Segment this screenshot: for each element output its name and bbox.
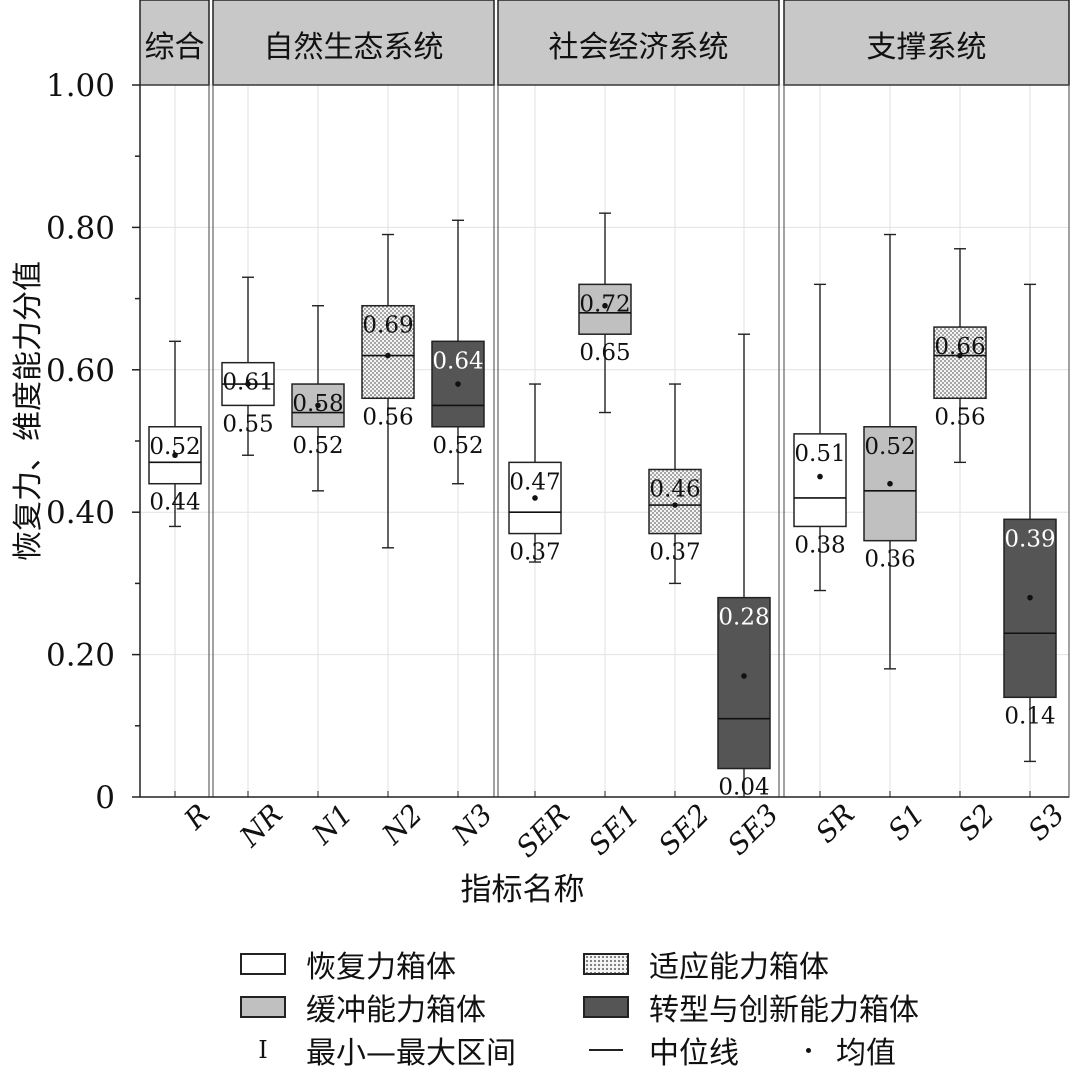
legend-swatch-buffer [240,996,286,1018]
q3-value-label: 0.39 [1004,526,1055,552]
x-tick-label: NR [233,798,289,854]
mean-dot [741,673,747,679]
mean-dot [957,352,963,359]
legend-swatch-transform [583,996,629,1018]
legend-item-median: 中位线 [583,1028,739,1072]
box-SR [793,433,847,528]
panel-title: 综合 [145,30,205,65]
legend-item-buffer: 缓冲能力箱体 [240,985,486,1029]
x-tick-label: R [177,798,216,837]
mean-dot-icon [798,1035,818,1065]
box-S2 [933,326,987,400]
y-tick-label: 0.40 [46,495,115,531]
mean-dot [245,381,251,387]
q3-value-label: 0.61 [222,370,273,396]
legend-label-adapt: 适应能力箱体 [649,950,829,985]
box-SE3 [717,596,771,770]
box-S3 [1003,518,1057,699]
x-tick-label: N3 [445,798,499,852]
y-tick-label: 0 [95,780,115,816]
x-tick-label: SE2 [652,798,716,862]
box-SE2 [648,468,702,535]
x-tick-label: S1 [881,798,930,847]
q3-value-label: 0.72 [579,291,630,317]
box-N2 [361,304,415,400]
x-tick-label: SE1 [582,798,646,862]
q3-value-label: 0.64 [432,348,483,374]
y-axis-title: 恢复力、维度能力分值 [11,261,46,561]
q3-value-label: 0.52 [864,434,915,460]
x-tick-label: S3 [1021,798,1070,847]
box-SE1 [578,283,632,335]
y-tick-label: 1.00 [46,68,115,104]
median-line-icon [583,1035,629,1065]
mean-dot [672,502,678,508]
panel-title: 自然生态系统 [264,30,444,65]
box-S1 [863,426,917,542]
boxplot-chart: 综合 自然生态系统 社会经济系统 支撑系统 0 0.20 0.40 0.60 0.80 1.00 恢… [11,0,1071,908]
legend-swatch-adapt [583,953,629,975]
mean-dot [817,473,823,480]
y-tick-label: 0.20 [46,638,115,674]
q1-value-label: 0.14 [1004,703,1055,729]
mean-dot [602,302,608,309]
legend-swatch-resilience [240,953,286,975]
q1-value-label: 0.52 [432,433,483,459]
panel-title: 社会经济系统 [549,30,729,65]
q3-value-label: 0.52 [149,434,200,460]
y-tick-label: 0.60 [46,353,115,389]
q1-value-label: 0.37 [649,540,700,566]
q3-value-label: 0.28 [718,605,769,631]
panel-strip [212,0,495,86]
q3-value-label: 0.47 [509,469,560,495]
legend-item-mean: 均值 [798,1028,896,1072]
q1-value-label: 0.65 [579,340,630,366]
q3-value-label: 0.58 [292,391,343,417]
q1-value-label: 0.56 [362,404,413,430]
legend-label-transform: 转型与创新能力箱体 [649,993,919,1028]
q1-value-label: 0.52 [292,433,343,459]
q1-value-label: 0.38 [794,532,845,558]
legend-label-buffer: 缓冲能力箱体 [306,993,486,1028]
legend-label-resilience: 恢复力箱体 [306,950,456,985]
panel-title: 支撑系统 [867,30,987,65]
mean-dot [172,452,178,459]
x-tick-label: S2 [951,798,1000,847]
mean-dot [455,381,461,387]
q1-value-label: 0.56 [934,404,985,430]
q1-value-label: 0.55 [222,411,273,437]
mean-dot [315,402,321,409]
x-tick-label: N2 [375,798,429,852]
q1-value-label: 0.44 [149,490,200,516]
q3-value-label: 0.51 [794,441,845,467]
x-tick-label: SR [809,798,861,850]
legend-label-median: 中位线 [649,1036,739,1071]
q1-value-label: 0.37 [509,540,560,566]
q1-value-label: 0.36 [864,547,915,573]
mean-dot [887,480,893,487]
legend-item-adapt: 适应能力箱体 [583,942,829,986]
x-tick-label: SER [510,798,576,864]
q3-value-label: 0.69 [362,313,413,339]
legend-item-resilience: 恢复力箱体 [240,942,456,986]
q3-value-label: 0.46 [649,476,700,502]
legend-item-transform: 转型与创新能力箱体 [583,985,919,1029]
x-tick-label: SE3 [721,798,785,862]
legend-label-mean: 均值 [836,1036,896,1071]
legend-item-range: I 最小—最大区间 [240,1028,516,1072]
q3-value-label: 0.66 [934,334,985,360]
legend-label-range: 最小—最大区间 [306,1036,516,1071]
x-tick-label: N1 [305,798,359,852]
y-tick-label: 0.80 [46,210,115,246]
mean-dot [385,352,391,359]
x-axis-title: 指标名称 [461,872,585,908]
mean-dot [532,495,538,501]
mean-dot [1027,594,1033,601]
range-icon: I [258,1036,268,1064]
